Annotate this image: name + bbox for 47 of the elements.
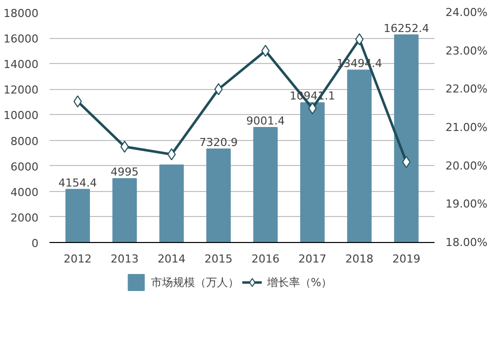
bar bbox=[347, 70, 372, 242]
y-tick-label: 6000 bbox=[10, 160, 39, 174]
point bbox=[120, 140, 129, 153]
data-label: 9001.4 bbox=[246, 114, 285, 128]
x-tick-label: 2017 bbox=[298, 252, 326, 266]
y2-tick-label: 22.00% bbox=[446, 82, 488, 96]
bar bbox=[206, 148, 231, 242]
x-tick-label: 2012 bbox=[64, 252, 92, 266]
y-tick-label: 4000 bbox=[10, 186, 39, 199]
point bbox=[167, 148, 176, 160]
point bbox=[261, 44, 270, 57]
x-tick-label: 2018 bbox=[345, 252, 374, 266]
point bbox=[355, 33, 364, 46]
x-tick-label: 2016 bbox=[251, 252, 280, 266]
x-tick-label: 2014 bbox=[158, 252, 186, 266]
x-tick-label: 2019 bbox=[392, 252, 420, 266]
data-label: 4995 bbox=[110, 166, 139, 179]
data-label: 4154.4 bbox=[58, 176, 97, 190]
bar bbox=[253, 126, 278, 242]
legend-label: 市场规模（万人） bbox=[150, 274, 239, 290]
data-label: 16252.4 bbox=[384, 22, 430, 35]
y2-tick-label: 21.00% bbox=[446, 121, 488, 134]
y-tick-label: 12000 bbox=[4, 84, 39, 97]
bar bbox=[394, 34, 419, 242]
y-tick-label: 16000 bbox=[4, 32, 39, 46]
y-tick-label: 14000 bbox=[4, 58, 39, 72]
bar bbox=[159, 164, 184, 242]
y-tick-label: 18000 bbox=[4, 7, 39, 20]
x-tick-label: 2015 bbox=[204, 252, 233, 266]
bar bbox=[65, 188, 90, 242]
y2-tick-label: 20.00% bbox=[446, 159, 488, 172]
point bbox=[402, 156, 410, 168]
bar bbox=[300, 102, 325, 242]
y-tick-label: 0 bbox=[32, 237, 38, 250]
point bbox=[308, 102, 317, 114]
y2-tick-label: 18.00% bbox=[446, 236, 488, 249]
y2-tick-label: 24.00% bbox=[446, 6, 488, 19]
y-tick-label: 10000 bbox=[4, 109, 39, 122]
bar bbox=[112, 178, 137, 242]
y-tick-label: 8000 bbox=[10, 134, 39, 148]
data-label: 7320.9 bbox=[199, 136, 238, 149]
y-tick-label: 2000 bbox=[10, 211, 39, 224]
y2-tick-label: 23.00% bbox=[446, 44, 488, 58]
y2-tick-label: 19.00% bbox=[446, 198, 488, 211]
point bbox=[214, 83, 223, 96]
legend-label: 增长率（%） bbox=[266, 274, 332, 290]
x-tick-label: 2013 bbox=[110, 252, 139, 266]
